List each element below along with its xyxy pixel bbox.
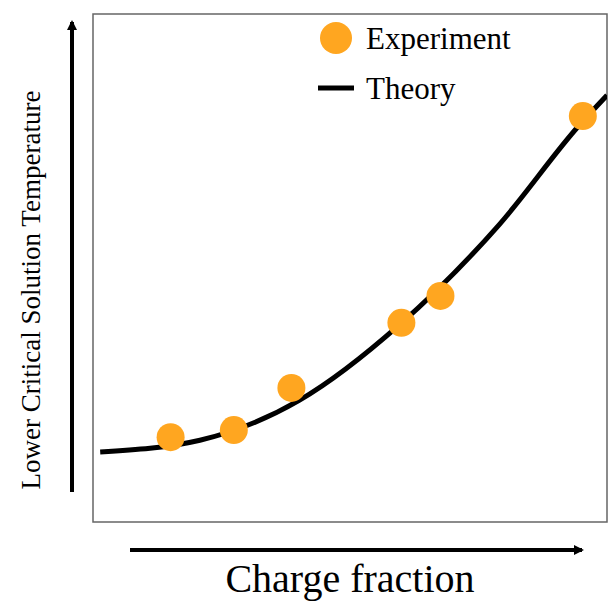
- svg-text:Experiment: Experiment: [366, 21, 511, 56]
- svg-text:Charge fraction: Charge fraction: [225, 556, 474, 601]
- svg-text:Theory: Theory: [366, 71, 456, 106]
- svg-text:Lower Critical Solution Temper: Lower Critical Solution Temperature: [16, 91, 46, 490]
